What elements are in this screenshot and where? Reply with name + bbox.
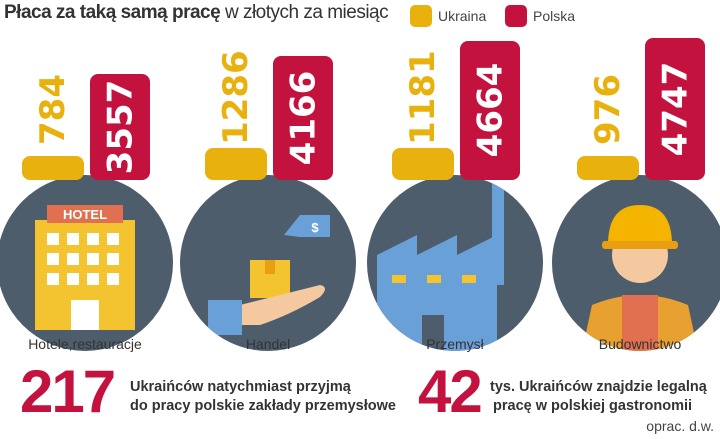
value-label-polska: 4664	[470, 63, 511, 158]
bar-polska: 4664	[460, 40, 520, 180]
factory-icon	[377, 175, 504, 351]
legend-label: Ukraina	[438, 8, 487, 24]
bar-ukraina	[392, 148, 454, 180]
legend-swatch	[505, 5, 527, 27]
title-bold: Płaca za taką samą pracę	[4, 2, 221, 23]
legend-label: Polska	[533, 8, 576, 24]
category-illustration	[367, 175, 543, 351]
value-label-polska: 3557	[100, 79, 141, 175]
category-label: Przemysł	[426, 336, 484, 352]
fact-line: tys. Ukraińców znajdzie legalną	[490, 379, 707, 395]
fact-text: Ukraińców natychmiast przyjmą do pracy po…	[130, 378, 396, 416]
legend-polska: Polska	[505, 5, 575, 27]
fact-number: 42	[418, 358, 483, 425]
construction-worker-icon	[582, 205, 698, 351]
value-label-ukraina: 976	[588, 74, 628, 145]
category-illustration: HOTEL	[0, 175, 173, 351]
value-label-polska: 4166	[283, 70, 324, 166]
bar-ukraina	[577, 156, 639, 180]
bar-ukraina	[205, 148, 267, 180]
legend-ukraina: Ukraina	[410, 5, 486, 27]
category-label: Handel	[245, 336, 291, 352]
category-illustration: $	[180, 175, 356, 351]
chart-title: Płaca za taką samą pracę w złotych za mi…	[4, 2, 389, 24]
category-illustration	[552, 175, 720, 351]
bar-polska: 4166	[273, 55, 333, 180]
fact-line: Ukraińców natychmiast przyjmą	[130, 379, 351, 395]
fact-text: tys. Ukraińców znajdzie legalną pracę w p…	[490, 378, 707, 416]
bar-ukraina	[22, 156, 84, 180]
shopping-hand-icon: $	[208, 215, 330, 335]
value-label-ukraina: 784	[33, 74, 73, 145]
fact-number: 217	[20, 358, 116, 425]
fact-line: pracę w polskiej gastronomii	[493, 398, 693, 414]
svg-text:HOTEL: HOTEL	[63, 207, 107, 222]
value-label-ukraina: 1181	[403, 50, 443, 145]
source-note: oprac. d.w.	[646, 418, 714, 434]
category-label: Hotele,restauracje	[28, 336, 142, 352]
legend-swatch	[410, 5, 432, 27]
bar-polska: 3557	[90, 73, 150, 180]
value-label-polska: 4747	[655, 61, 696, 157]
value-label-ukraina: 1286	[216, 50, 256, 145]
bar-polska: 4747	[645, 38, 705, 180]
fact-line: do pracy polskie zakłady przemysłowe	[130, 398, 396, 414]
title-rest: w złotych za miesiąc	[224, 2, 389, 23]
category-label: Budownictwo	[598, 336, 682, 352]
svg-text:$: $	[311, 220, 319, 235]
hotel-icon: HOTEL	[35, 205, 135, 330]
